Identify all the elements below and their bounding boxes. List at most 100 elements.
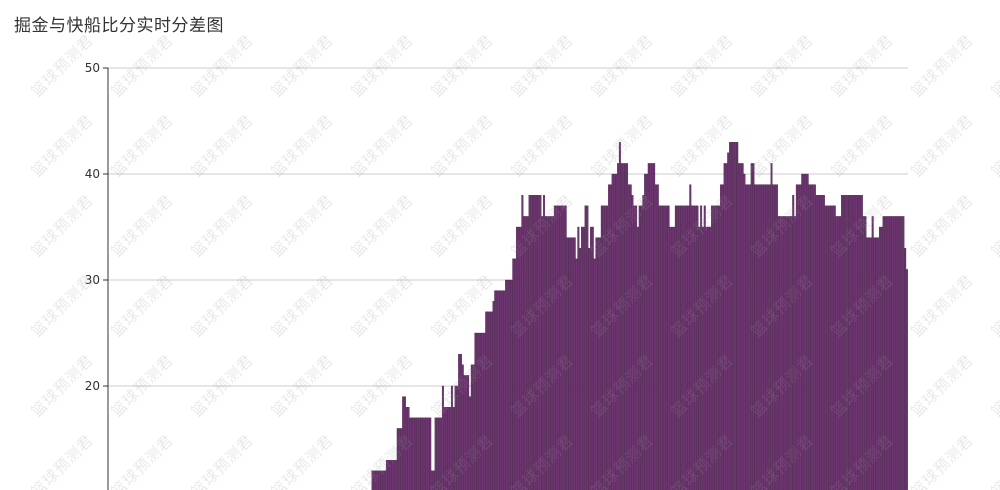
bar (748, 184, 751, 490)
bar (454, 385, 457, 490)
bar (835, 216, 838, 490)
bar (629, 184, 632, 490)
bar (837, 216, 840, 490)
bar (895, 216, 898, 490)
bar (741, 163, 744, 490)
bar (754, 184, 757, 490)
bar (418, 417, 421, 490)
bar (655, 184, 657, 490)
bar (752, 163, 755, 490)
bar (857, 195, 860, 490)
bar (900, 216, 903, 490)
bar (425, 417, 428, 490)
bar (548, 216, 551, 490)
bar (543, 195, 545, 490)
bar (902, 216, 905, 490)
bar (394, 460, 397, 490)
bar (777, 216, 780, 490)
bar (389, 460, 392, 490)
bar (568, 237, 571, 490)
bar (550, 216, 553, 490)
bar (599, 237, 601, 490)
bar (443, 407, 446, 490)
bar (499, 290, 502, 490)
bar (481, 332, 484, 490)
bar (562, 205, 565, 490)
bar (492, 301, 495, 490)
bar (830, 205, 833, 490)
bar (588, 248, 591, 490)
bar (449, 407, 452, 490)
bar (429, 417, 432, 490)
bar (884, 216, 887, 490)
bar (450, 385, 453, 490)
bar (597, 237, 600, 490)
bar (721, 184, 724, 490)
bar (866, 237, 869, 490)
bar (736, 142, 739, 490)
bar (546, 216, 549, 490)
bar (559, 205, 562, 490)
bar (660, 205, 663, 490)
bar (723, 163, 726, 490)
bar (532, 195, 535, 490)
bar (766, 184, 769, 490)
bar (653, 163, 656, 490)
bar (842, 195, 845, 490)
bar (763, 184, 766, 490)
bar (539, 195, 542, 490)
bar (519, 226, 522, 490)
bar (447, 407, 450, 490)
bar (413, 417, 415, 490)
bar (573, 237, 576, 490)
bar (851, 195, 854, 490)
bar (580, 226, 583, 490)
bar (463, 375, 466, 490)
bar (613, 173, 616, 490)
bar (438, 417, 441, 490)
bar (608, 184, 610, 490)
bar (405, 407, 408, 490)
bar (561, 205, 564, 490)
bar (665, 205, 668, 490)
bar (523, 216, 526, 490)
bar (402, 396, 405, 490)
bar (801, 173, 804, 490)
bar (785, 216, 787, 490)
bar (497, 290, 500, 490)
bar (642, 195, 645, 490)
bar (487, 311, 489, 490)
bar (496, 290, 499, 490)
bar (411, 417, 414, 490)
bar (534, 195, 536, 490)
bar (734, 142, 737, 490)
bar (537, 195, 540, 490)
bar (862, 216, 865, 490)
bar (891, 216, 894, 490)
bar (727, 152, 730, 490)
bar (797, 184, 800, 490)
bar (739, 163, 742, 490)
bar (725, 163, 728, 490)
bar (494, 290, 497, 490)
bar (384, 470, 387, 490)
bar (850, 195, 852, 490)
bar (535, 195, 538, 490)
bar (591, 226, 594, 490)
bar (478, 332, 480, 490)
bar (839, 216, 842, 490)
bar (832, 205, 834, 490)
bar (846, 195, 849, 490)
bar (420, 417, 423, 490)
bar (893, 216, 896, 490)
bar (635, 205, 638, 490)
bar (512, 258, 515, 490)
bar (476, 332, 479, 490)
bar (897, 216, 899, 490)
bar (382, 470, 385, 490)
bar (387, 460, 390, 490)
bar (889, 216, 892, 490)
bar (375, 470, 378, 490)
bar (689, 184, 692, 490)
